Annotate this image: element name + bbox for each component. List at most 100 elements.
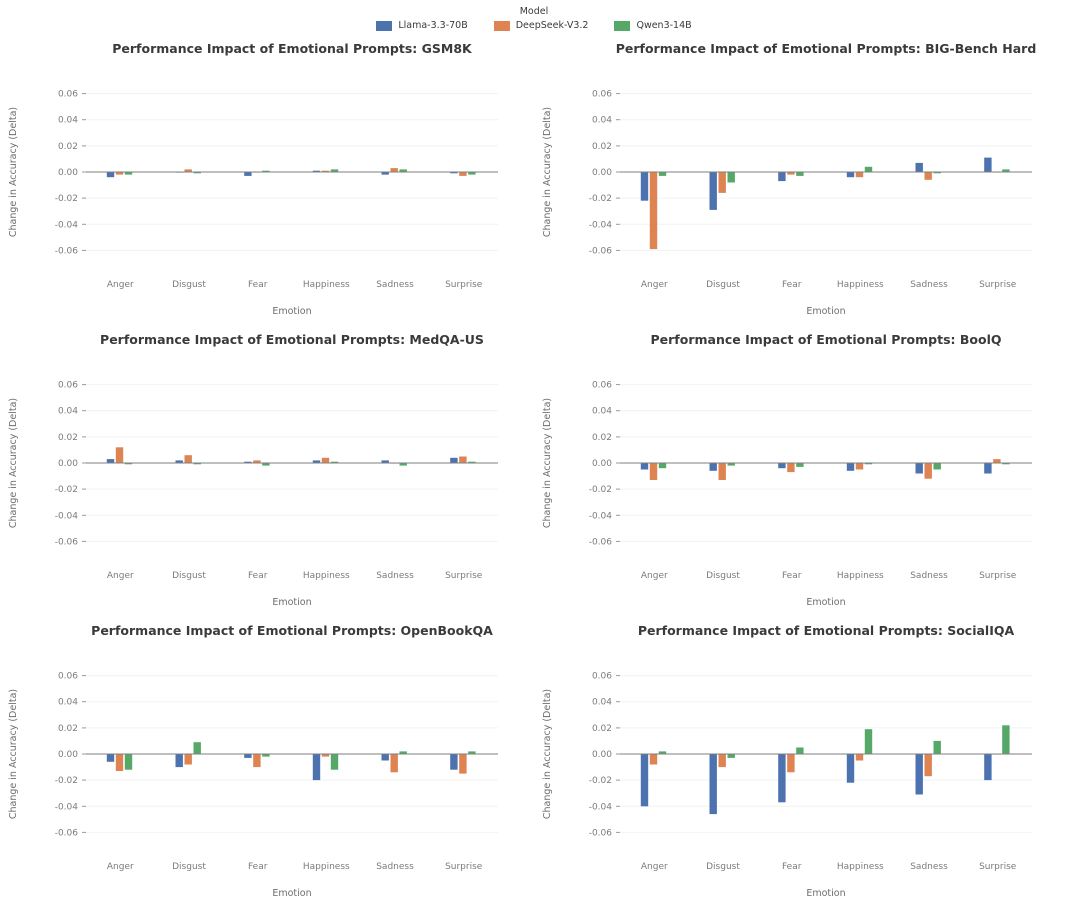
legend-label: Llama-3.3-70B — [398, 20, 468, 31]
bar — [330, 169, 339, 172]
y-tick-label: -0.02 — [589, 485, 612, 495]
bar — [381, 754, 389, 761]
bar — [330, 754, 339, 770]
bar — [399, 169, 407, 172]
bar — [727, 172, 735, 183]
x-tick-label: Fear — [782, 280, 802, 290]
chart-svg: -0.06 -0.04 -0.02 0.00 0.02 0.04 0.06 Anger Disg… — [542, 672, 1032, 899]
bar — [778, 463, 786, 469]
bar — [450, 457, 458, 463]
x-tick-label: Sadness — [376, 571, 414, 581]
bar — [468, 751, 476, 754]
y-tick-label: 0.02 — [592, 433, 612, 443]
bar — [1002, 725, 1010, 754]
x-axis-label: Emotion — [806, 597, 845, 608]
chart-panel-boolq: Performance Impact of Emotional Prompts:… — [534, 324, 1068, 615]
bar — [124, 754, 133, 770]
y-tick-label: -0.02 — [55, 485, 78, 495]
bar — [778, 754, 786, 803]
bar — [709, 754, 717, 815]
bar — [915, 162, 923, 172]
x-tick-label: Sadness — [910, 571, 948, 581]
bar — [106, 459, 115, 463]
y-tick-label: 0.04 — [592, 698, 612, 708]
x-tick-label: Anger — [641, 280, 668, 290]
y-tick-label: -0.04 — [55, 220, 79, 230]
y-tick-label: 0.00 — [58, 459, 78, 469]
x-tick-label: Fear — [248, 862, 268, 872]
bar — [924, 463, 932, 479]
chart-panel-socialiqa: Performance Impact of Emotional Prompts:… — [534, 615, 1068, 906]
bar — [381, 460, 389, 463]
bar — [175, 460, 183, 463]
legend-entry: DeepSeek-V3.2 — [493, 20, 588, 31]
bar-chart: -0.06 -0.04 -0.02 0.00 0.02 0.04 0.06 Anger Disg… — [0, 353, 534, 615]
legend-swatch-icon — [376, 20, 393, 31]
bar — [915, 754, 923, 795]
bar — [933, 740, 941, 754]
y-axis-label: Change in Accuracy (Delta) — [8, 689, 19, 819]
bar — [321, 754, 330, 757]
y-tick-label: -0.02 — [55, 194, 78, 204]
chart-title: Performance Impact of Emotional Prompts:… — [637, 623, 1015, 638]
bar — [1002, 463, 1010, 465]
y-tick-label: -0.04 — [589, 220, 613, 230]
bar — [253, 460, 261, 463]
legend: Model Llama-3.3-70B DeepSeek-V3.2 Qwen3-… — [0, 6, 1068, 31]
bar — [787, 754, 795, 773]
x-tick-label: Surprise — [979, 862, 1017, 872]
y-tick-label: -0.06 — [55, 246, 79, 256]
chart-svg: -0.06 -0.04 -0.02 0.00 0.02 0.04 0.06 Anger Disg… — [542, 90, 1032, 317]
bar — [796, 463, 804, 467]
y-tick-label: -0.04 — [55, 511, 79, 521]
bar — [993, 459, 1001, 463]
bar — [124, 463, 133, 465]
y-tick-label: -0.04 — [589, 802, 613, 812]
y-tick-label: -0.02 — [55, 776, 78, 786]
bar — [390, 754, 398, 773]
y-tick-label: 0.04 — [58, 698, 78, 708]
bar — [846, 172, 855, 178]
chart-title: Performance Impact of Emotional Prompts:… — [650, 332, 1002, 347]
y-axis-label: Change in Accuracy (Delta) — [542, 107, 553, 237]
y-tick-label: 0.06 — [58, 90, 78, 100]
bar — [312, 754, 321, 781]
bar — [649, 463, 658, 480]
chart-svg: -0.06 -0.04 -0.02 0.00 0.02 0.04 0.06 Anger Disg… — [8, 381, 498, 608]
x-tick-label: Surprise — [979, 280, 1017, 290]
bar — [864, 729, 873, 754]
x-tick-label: Happiness — [303, 280, 350, 290]
y-axis-label: Change in Accuracy (Delta) — [542, 689, 553, 819]
bar — [124, 172, 133, 175]
bar — [864, 166, 873, 172]
bar — [321, 170, 330, 172]
x-tick-label: Fear — [248, 280, 268, 290]
y-tick-label: 0.02 — [58, 142, 78, 152]
bar — [640, 463, 649, 470]
chart-panel-gsm8k: Performance Impact of Emotional Prompts:… — [0, 33, 534, 324]
bar — [658, 172, 667, 176]
bar — [450, 172, 458, 174]
bar — [459, 754, 467, 774]
bar-chart: -0.06 -0.04 -0.02 0.00 0.02 0.04 0.06 Anger Disg… — [534, 644, 1068, 906]
bar — [924, 754, 932, 777]
bar — [244, 754, 252, 758]
bar — [115, 172, 124, 175]
x-tick-label: Surprise — [445, 571, 483, 581]
bar — [115, 754, 124, 771]
y-tick-label: 0.06 — [592, 381, 612, 391]
bar — [855, 172, 864, 178]
bar — [459, 456, 467, 463]
legend-entry: Qwen3-14B — [614, 20, 692, 31]
bar — [450, 754, 458, 770]
y-tick-label: 0.04 — [58, 407, 78, 417]
y-tick-label: 0.02 — [592, 724, 612, 734]
bar — [399, 751, 407, 754]
y-tick-label: -0.06 — [589, 828, 613, 838]
chart-grid: Performance Impact of Emotional Prompts:… — [0, 33, 1068, 906]
bar — [787, 172, 795, 175]
y-axis-label: Change in Accuracy (Delta) — [8, 107, 19, 237]
y-tick-label: -0.04 — [55, 802, 79, 812]
bar — [468, 461, 476, 463]
x-tick-label: Sadness — [376, 280, 414, 290]
